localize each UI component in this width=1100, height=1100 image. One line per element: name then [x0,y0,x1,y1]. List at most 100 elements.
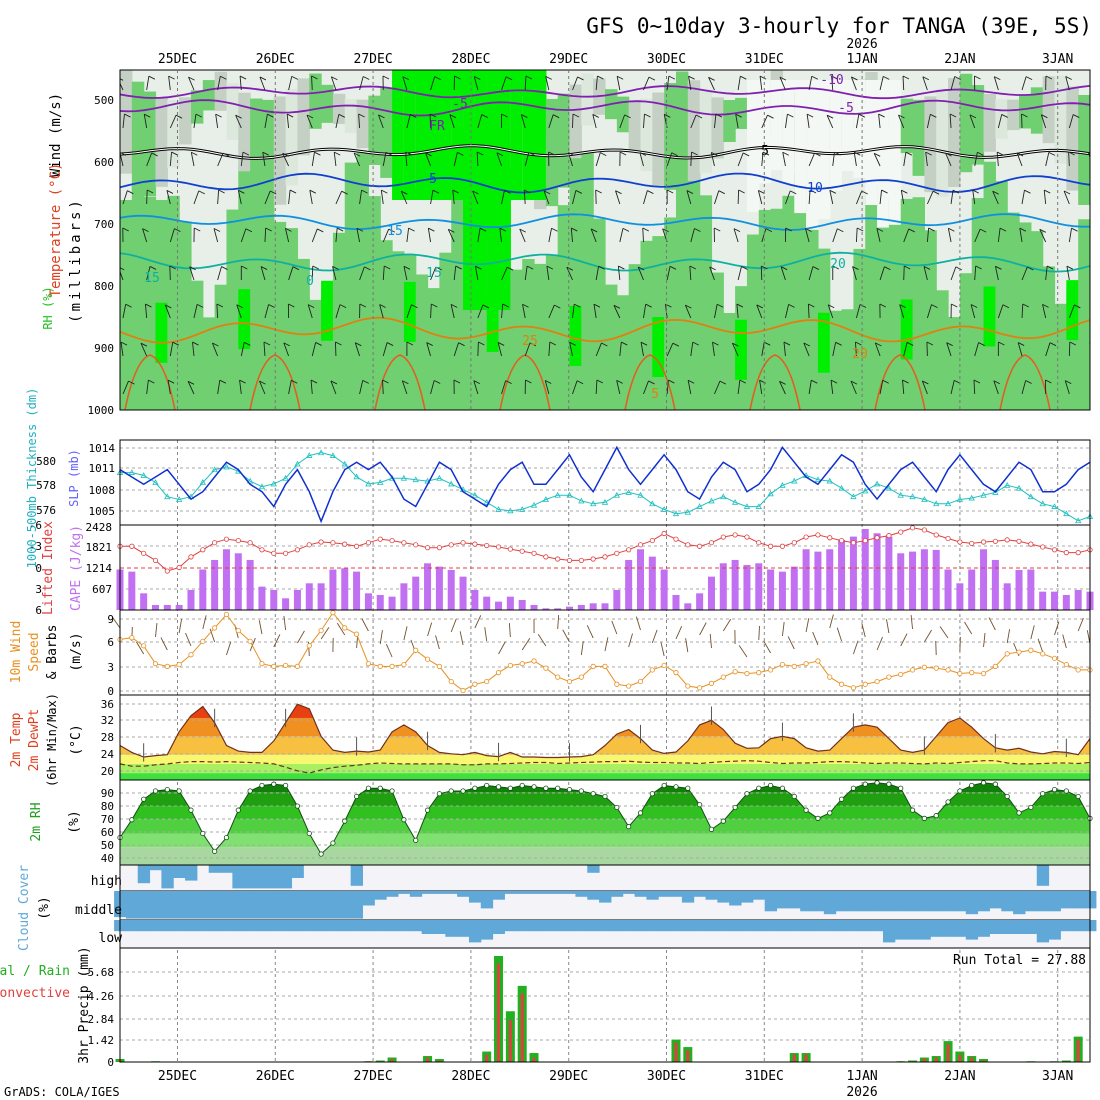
thickness-line-point [542,496,550,502]
cloud-bar [338,891,352,919]
precip-conv-bar [946,1044,950,1062]
wind-barb-flag [618,265,625,270]
wind-barb [572,76,578,91]
wind-barb [120,342,124,357]
wind-barb [922,76,928,91]
cloud-bar [397,920,411,932]
rh-column [392,251,405,410]
wind-barb-flag [811,75,818,80]
wind-barb-flag [388,228,395,233]
wind-barb [335,114,340,129]
wind-speed-line-point [436,663,442,669]
rh-column [782,195,795,410]
cloud-bar [823,891,837,915]
cape-bar [376,594,384,610]
wind-barb-flag [433,380,441,384]
surface-wind-barb [249,637,256,652]
wind-barb [1045,266,1048,281]
cloud-bar [764,920,778,932]
rh2m-line-point [129,817,135,823]
wind-barb-flag [779,76,787,81]
rh-saturated [427,70,440,200]
lifted-index-line-point [389,537,395,544]
cloud-bar [670,891,683,897]
surface-wind-barb [297,630,305,644]
wind-barb-flag [622,227,630,232]
lifted-index-line-point [637,542,644,548]
rh-column [332,93,346,124]
cloud-bar [1036,865,1050,886]
wind-barb [264,227,267,243]
wind-speed-line-point [365,661,372,667]
rh-column [829,310,843,410]
rh-patch [403,281,417,342]
wind-barb [997,114,1003,129]
lifted-index-line-point [957,539,963,545]
wind-barb-flag [904,265,911,270]
wind-barb [616,76,621,91]
wind-barb-flag [837,228,844,233]
wind-speed-line-point [744,670,750,677]
wind-barb [335,304,341,319]
cape-bar [731,559,739,610]
cape-bar [885,536,893,610]
wind-barb-flag [645,303,652,308]
wind-barb [189,266,195,281]
wind-barb-flag [596,379,604,384]
lifted-index-line-point [141,550,147,556]
cape-bar [767,569,775,610]
wind-barb-flag [566,266,574,271]
lifted-index-line-point [827,535,833,541]
wind-barb-flag [507,266,514,271]
wind-barb-flag [457,151,464,156]
precip-conv-bar [497,963,501,1062]
thickness-line-point [306,452,313,458]
cape-bar [778,571,786,610]
rh2m-line-point [732,804,738,811]
wind-barb [973,379,976,395]
wind-barb [405,152,408,167]
wind-speed-line-point [495,670,502,676]
wind-barb [708,77,715,91]
wind-barb-flag [970,304,978,308]
thickness-line-point [968,494,975,501]
wind-barb [761,152,764,167]
wind-barb-flag [198,190,205,195]
cape-tick: 1821 [86,541,113,554]
wind-tick: 0 [107,685,114,698]
cloud-bar [646,891,659,900]
surface-wind-barb [1006,629,1011,644]
rh2m-line-point [152,788,159,794]
wind-barb [501,76,507,91]
surface-wind-barb [722,618,732,632]
surface-wind-barb [320,627,330,640]
wind-barb [1021,266,1028,281]
wind-barb [1021,76,1027,91]
rh2m-line-point [886,781,892,787]
wind-barb-flag [1024,189,1031,194]
lifted-index-line-point [129,543,135,549]
wind-barb-flag [1096,190,1100,193]
wind-barb [285,228,290,243]
thickness-line-point [507,507,514,514]
wind-barb-flag [449,114,457,119]
temp-band [120,754,1090,764]
wind-barb-flag [238,189,245,194]
cloud-bar [492,891,505,900]
surface-wind-barb [580,641,584,656]
cape-bar [128,571,136,610]
wind-barb-flag [1039,228,1046,233]
cloud-bar [563,920,576,932]
wind-barb-flag [1022,303,1029,308]
rh-column [794,173,807,410]
ylabel-convective: Convective [0,986,70,1001]
rh2m-line-point [389,788,395,794]
surface-wind-barb [379,630,383,645]
wind-barb-flag [906,342,914,346]
rh-column [344,162,358,410]
wind-barb [1043,190,1047,205]
rh-saturated [534,70,547,200]
wind-barb [425,152,431,167]
wind-barb-flag [259,380,266,385]
wind-barb-flag [402,76,410,81]
